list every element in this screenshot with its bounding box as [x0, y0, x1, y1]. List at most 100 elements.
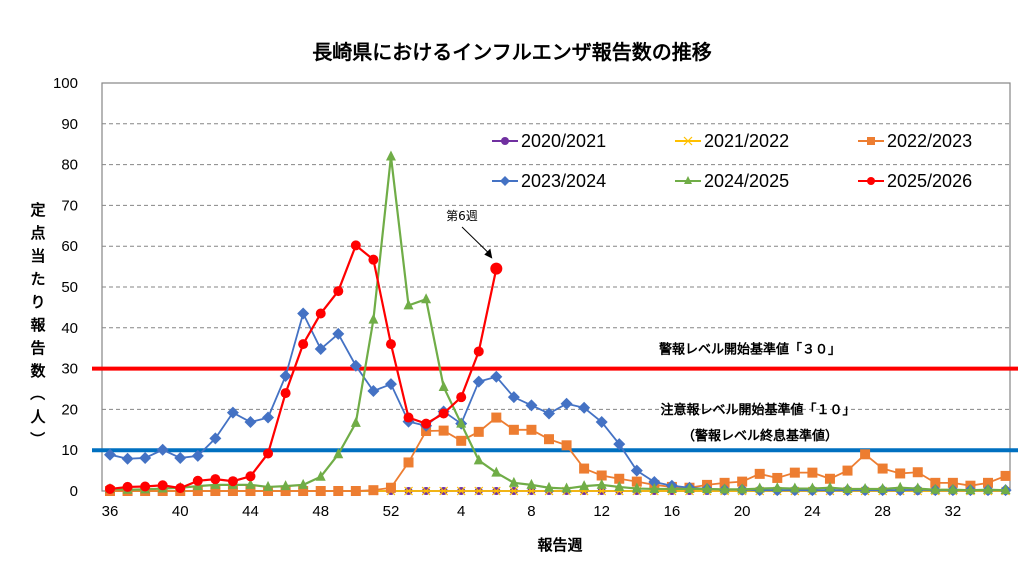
y-tick-label: 100 — [53, 75, 78, 92]
data-point — [210, 474, 221, 485]
x-tick-label: 24 — [804, 503, 821, 520]
data-point — [333, 448, 344, 459]
data-point — [191, 449, 204, 462]
data-point — [157, 480, 168, 491]
data-point-stroke — [404, 486, 413, 496]
data-point — [684, 176, 692, 184]
data-point — [262, 411, 275, 424]
data-point — [350, 240, 361, 251]
data-point — [895, 481, 906, 492]
data-point — [578, 401, 591, 414]
legend-label: 2022/2023 — [887, 131, 972, 151]
data-point — [630, 464, 643, 477]
data-point — [1000, 484, 1011, 495]
data-point — [350, 486, 361, 496]
data-point — [490, 370, 503, 383]
y-axis-label-char: 報 — [30, 316, 46, 334]
data-point — [210, 486, 221, 496]
legend-item: 2020/2021 — [492, 131, 606, 151]
data-point — [500, 176, 510, 186]
reference-label-30: 警報レベル開始基準値「３０」 — [659, 342, 841, 358]
legend-label: 2023/2024 — [521, 171, 606, 191]
data-point — [174, 451, 187, 464]
data-point — [192, 475, 203, 486]
y-axis-label-char: 点 — [30, 224, 45, 242]
data-point — [595, 416, 608, 429]
y-tick-label: 90 — [61, 116, 78, 133]
data-point — [807, 467, 818, 478]
data-point — [245, 471, 256, 482]
data-point — [403, 457, 414, 468]
series-2025-2026 — [105, 240, 503, 494]
data-point — [280, 388, 291, 399]
y-axis-label-char: 定 — [30, 201, 45, 219]
legend-label: 2024/2025 — [704, 171, 789, 191]
data-point — [474, 486, 484, 496]
data-point — [772, 482, 783, 493]
data-point — [983, 477, 993, 488]
data-point — [473, 454, 484, 465]
data-point — [596, 478, 607, 489]
data-point — [754, 482, 765, 493]
series-2022-2023 — [105, 412, 1011, 496]
x-tick-label: 48 — [312, 503, 329, 520]
data-point — [438, 380, 449, 391]
data-point — [104, 448, 116, 461]
data-point — [280, 486, 291, 496]
data-point-stroke — [683, 136, 693, 146]
x-tick-label: 36 — [102, 503, 119, 520]
data-point — [737, 483, 748, 494]
data-point — [491, 466, 502, 477]
data-point — [263, 448, 274, 459]
annotation-label: 第6週 — [446, 209, 478, 223]
data-point — [385, 339, 396, 350]
data-point — [648, 476, 661, 489]
x-axis-label: 報告週 — [537, 536, 582, 554]
data-point — [666, 482, 677, 493]
data-point — [579, 480, 590, 491]
data-point — [596, 470, 607, 481]
chart-title: 長崎県におけるインフルエンザ報告数の推移 — [312, 40, 711, 64]
reference-sublabel-10: （警報レベル終息基準値） — [682, 428, 838, 444]
data-point — [789, 467, 800, 478]
data-point — [877, 463, 888, 474]
data-point-stroke — [421, 486, 431, 496]
data-point — [263, 486, 274, 496]
data-point — [860, 482, 871, 493]
data-point — [561, 482, 572, 493]
data-point — [438, 425, 449, 436]
data-point — [384, 378, 397, 391]
data-point — [297, 307, 310, 320]
x-tick-label: 32 — [945, 503, 962, 520]
data-point — [368, 313, 379, 324]
data-point — [719, 477, 730, 488]
data-point — [368, 254, 379, 265]
data-point — [349, 359, 362, 372]
data-point — [367, 385, 380, 398]
data-point — [456, 435, 467, 446]
data-point — [508, 476, 519, 487]
legend-label: 2025/2026 — [887, 171, 972, 191]
legend-item: 2022/2023 — [858, 131, 972, 151]
data-point — [719, 483, 730, 494]
y-axis-label-char: 告 — [30, 339, 45, 357]
data-point — [122, 481, 133, 492]
data-point — [754, 468, 765, 479]
y-axis-label-char: り — [30, 293, 45, 311]
series-line — [109, 311, 1006, 492]
data-point — [456, 392, 467, 403]
data-point — [842, 482, 853, 493]
data-point — [560, 397, 573, 410]
data-point — [298, 478, 309, 489]
data-point — [403, 299, 414, 310]
data-point — [526, 478, 537, 489]
data-point — [867, 177, 875, 185]
x-tick-label: 28 — [874, 503, 891, 520]
x-tick-label: 20 — [734, 503, 751, 520]
data-point — [315, 470, 326, 481]
data-point — [614, 473, 625, 484]
y-tick-label: 80 — [61, 157, 78, 174]
y-axis-label-char: 当 — [30, 247, 45, 265]
